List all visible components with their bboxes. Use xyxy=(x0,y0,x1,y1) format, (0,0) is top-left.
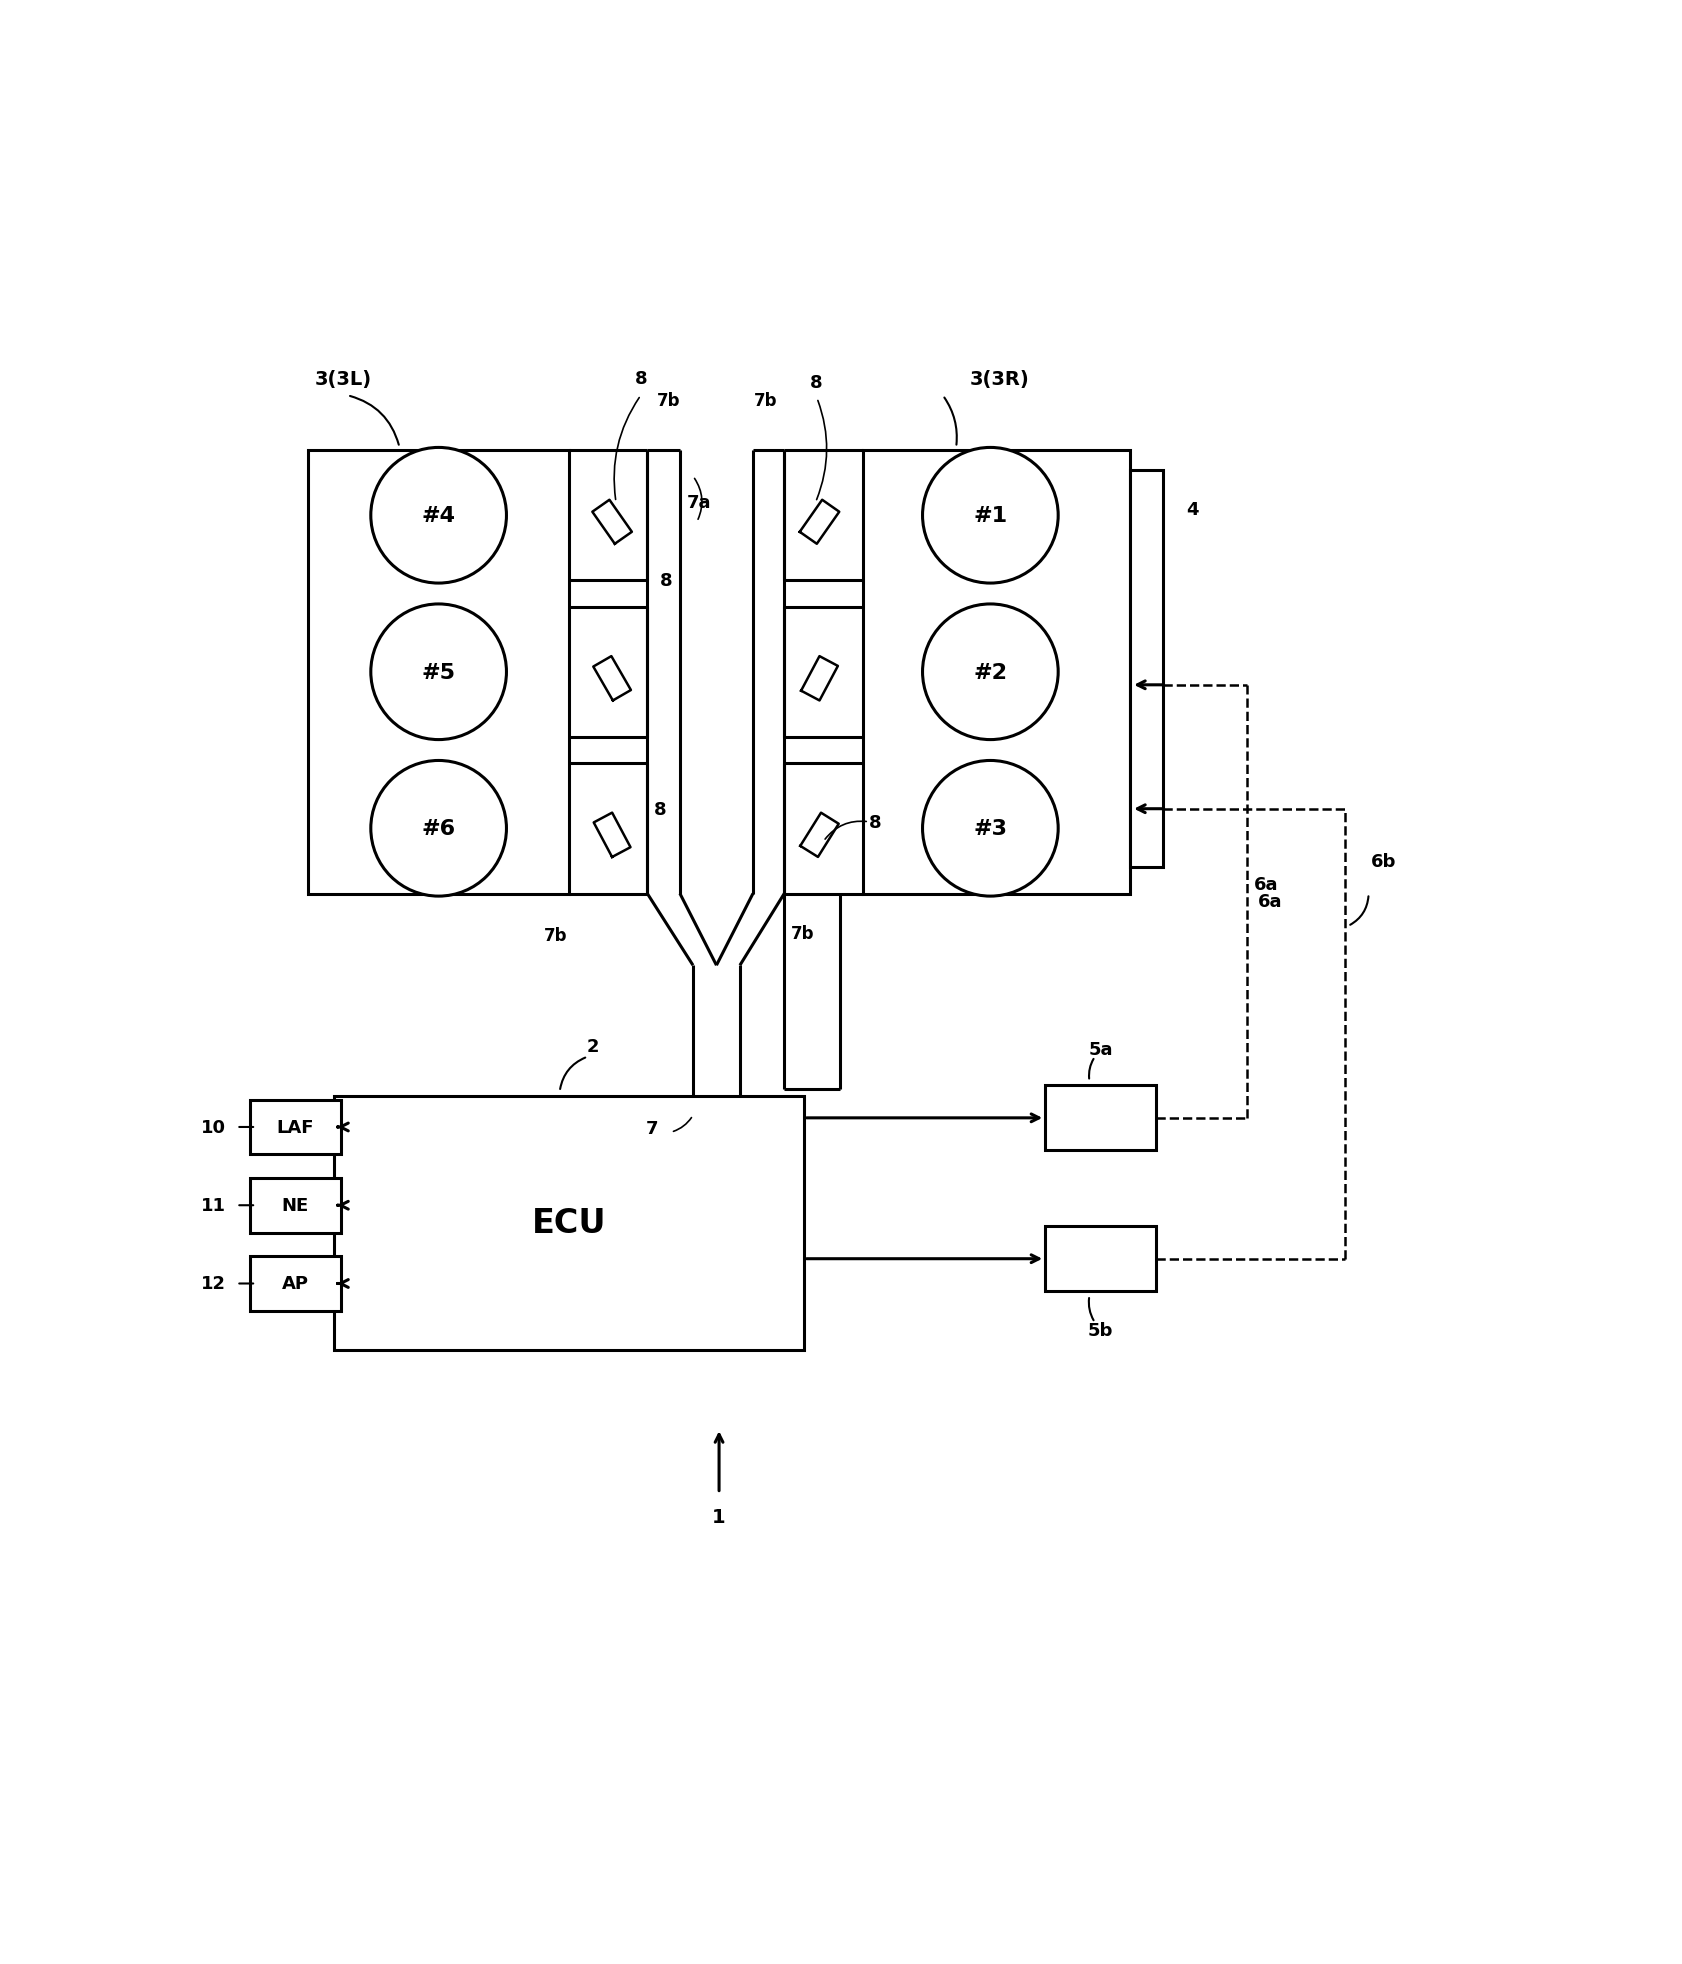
Text: 7b: 7b xyxy=(543,927,567,945)
Text: ECU: ECU xyxy=(532,1206,606,1239)
Bar xyxy=(1045,1226,1156,1292)
Text: 3(3L): 3(3L) xyxy=(315,369,372,389)
Text: #5: #5 xyxy=(422,662,456,682)
Text: #1: #1 xyxy=(972,507,1008,526)
Bar xyxy=(861,452,1129,894)
Text: LAF: LAF xyxy=(276,1118,315,1137)
Circle shape xyxy=(370,448,506,583)
Bar xyxy=(1045,1086,1156,1151)
Text: 7: 7 xyxy=(644,1119,658,1137)
Text: #6: #6 xyxy=(420,819,456,839)
Text: 5a: 5a xyxy=(1088,1041,1112,1059)
Text: 8: 8 xyxy=(659,572,673,589)
Text: #3: #3 xyxy=(972,819,1008,839)
Text: #4: #4 xyxy=(422,507,456,526)
Circle shape xyxy=(922,448,1058,583)
Text: 8: 8 xyxy=(868,813,881,831)
Bar xyxy=(308,452,569,894)
Text: 7b: 7b xyxy=(656,393,680,410)
Circle shape xyxy=(370,605,506,740)
Text: 1: 1 xyxy=(711,1508,725,1526)
Bar xyxy=(335,1096,804,1351)
Text: 10: 10 xyxy=(200,1118,225,1137)
Bar xyxy=(1129,469,1162,868)
Bar xyxy=(249,1178,340,1233)
Text: 7b: 7b xyxy=(791,925,814,943)
Text: 2: 2 xyxy=(585,1037,599,1055)
Text: 8: 8 xyxy=(634,369,648,389)
Circle shape xyxy=(370,762,506,898)
Text: NE: NE xyxy=(281,1196,308,1214)
Text: 5b: 5b xyxy=(1087,1322,1112,1339)
Text: 12: 12 xyxy=(200,1275,225,1292)
Text: 6a: 6a xyxy=(1256,894,1282,911)
Circle shape xyxy=(922,762,1058,898)
Text: #2: #2 xyxy=(972,662,1008,682)
Bar xyxy=(249,1257,340,1312)
Bar xyxy=(249,1100,340,1155)
Text: 7a: 7a xyxy=(686,495,710,513)
Text: 6a: 6a xyxy=(1253,876,1278,894)
Text: 8: 8 xyxy=(653,799,666,819)
Text: 4: 4 xyxy=(1186,501,1198,518)
Text: AP: AP xyxy=(281,1275,308,1292)
Text: 7b: 7b xyxy=(754,393,777,410)
Text: 3(3R): 3(3R) xyxy=(969,369,1029,389)
Circle shape xyxy=(922,605,1058,740)
Text: 6b: 6b xyxy=(1371,852,1396,870)
Text: 11: 11 xyxy=(200,1196,225,1214)
Text: 8: 8 xyxy=(811,373,822,393)
